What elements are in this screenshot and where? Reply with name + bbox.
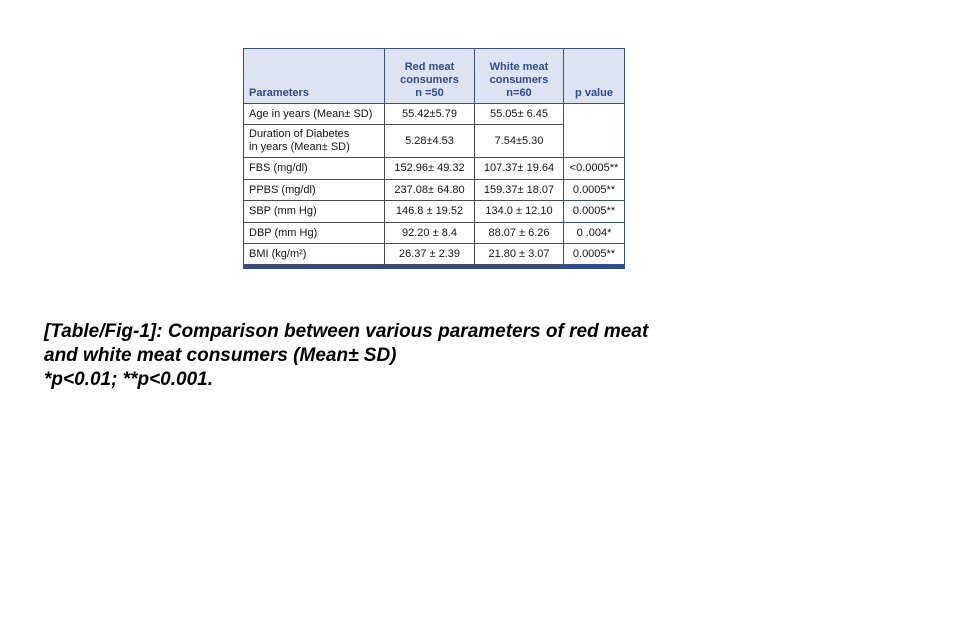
table-header-row: Parameters Red meat consumers n =50 Whit…	[243, 48, 625, 104]
cell-param: PPBS (mg/dl)	[243, 179, 385, 201]
cell-param: FBS (mg/dl)	[243, 157, 385, 180]
cell-param: DBP (mm Hg)	[243, 222, 385, 244]
cell-p-merged-empty	[563, 103, 625, 158]
table-row: DBP (mm Hg) 92.20 ± 8.4 88.07 ± 6.26 0 .…	[243, 222, 625, 244]
cell-white: 88.07 ± 6.26	[474, 222, 564, 244]
table-row: PPBS (mg/dl) 237.08± 64.80 159.37± 18.07…	[243, 179, 625, 201]
cell-red: 26.37 ± 2.39	[384, 243, 475, 265]
tablefig-1-container: Parameters Red meat consumers n =50 Whit…	[243, 48, 625, 269]
table-row: SBP (mm Hg) 146.8 ± 19.52 134.0 ± 12.10 …	[243, 200, 625, 223]
caption-line: and white meat consumers (Mean± SD)	[44, 345, 397, 366]
cell-p: 0.0005**	[563, 243, 625, 265]
cell-red: 146.8 ± 19.52	[384, 200, 475, 223]
cell-red: 92.20 ± 8.4	[384, 222, 475, 244]
header-p-value: p value	[563, 48, 625, 104]
cell-red: 55.42±5.79	[384, 103, 475, 125]
figure-caption: [Table/Fig-1]: Comparison between variou…	[44, 320, 804, 392]
cell-white: 7.54±5.30	[474, 124, 564, 158]
cell-red: 152.96± 49.32	[384, 157, 475, 180]
cell-param: BMI (kg/m²)	[243, 243, 385, 265]
cell-p: <0.0005**	[563, 157, 625, 180]
caption-line: [Table/Fig-1]: Comparison between variou…	[44, 321, 649, 342]
cell-p: 0.0005**	[563, 200, 625, 223]
comparison-table: Parameters Red meat consumers n =50 Whit…	[243, 48, 625, 265]
cell-param: Duration of Diabetes in years (Mean± SD)	[243, 124, 385, 158]
table-row: BMI (kg/m²) 26.37 ± 2.39 21.80 ± 3.07 0.…	[243, 243, 625, 265]
cell-param: Age in years (Mean± SD)	[243, 103, 385, 125]
cell-p: 0 .004*	[563, 222, 625, 244]
header-red-meat: Red meat consumers n =50	[384, 48, 475, 104]
table-row: FBS (mg/dl) 152.96± 49.32 107.37± 19.64 …	[243, 157, 625, 180]
cell-p: 0.0005**	[563, 179, 625, 201]
cell-white: 159.37± 18.07	[474, 179, 564, 201]
cell-white: 21.80 ± 3.07	[474, 243, 564, 265]
cell-white: 107.37± 19.64	[474, 157, 564, 180]
cell-white: 134.0 ± 12.10	[474, 200, 564, 223]
header-parameters: Parameters	[243, 48, 385, 104]
cell-red: 5.28±4.53	[384, 124, 475, 158]
cell-param: SBP (mm Hg)	[243, 200, 385, 223]
caption-line: *p<0.01; **p<0.001.	[44, 369, 213, 390]
header-white-meat: White meat consumers n=60	[474, 48, 564, 104]
table-row: Age in years (Mean± SD) 55.42±5.79 55.05…	[243, 103, 625, 158]
cell-red: 237.08± 64.80	[384, 179, 475, 201]
cell-white: 55.05± 6.45	[474, 103, 564, 125]
table-row: Duration of Diabetes in years (Mean± SD)…	[243, 124, 625, 158]
